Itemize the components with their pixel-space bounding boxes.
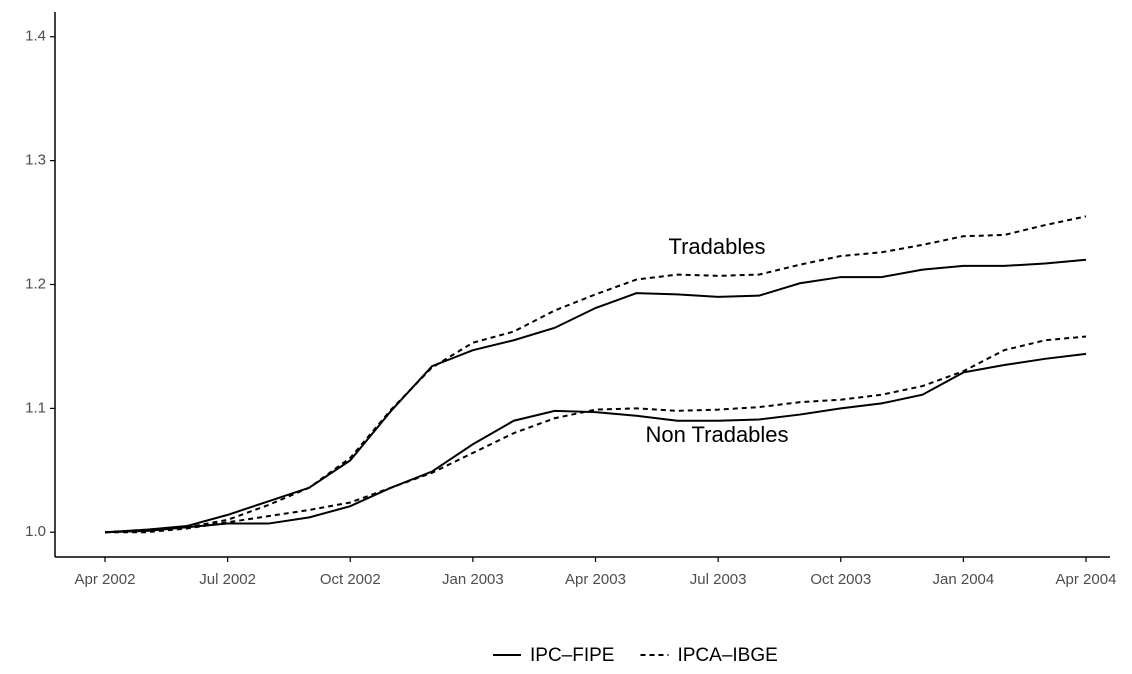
x-tick-label: Jan 2004 xyxy=(933,571,995,588)
x-tick-label: Jul 2002 xyxy=(199,571,256,588)
annotation: Tradables xyxy=(668,234,765,259)
series-line xyxy=(104,352,1087,534)
y-tick-label: 1.0 xyxy=(25,523,46,540)
y-tick-label: 1.4 xyxy=(25,28,46,45)
x-tick-label: Jan 2003 xyxy=(442,571,504,588)
x-tick-label: Jul 2003 xyxy=(690,571,747,588)
y-tick-label: 1.2 xyxy=(25,275,46,292)
y-tick-label: 1.1 xyxy=(25,399,46,416)
y-tick-label: 1.3 xyxy=(25,152,46,169)
x-tick-label: Apr 2004 xyxy=(1056,571,1117,588)
annotation: Non Tradables xyxy=(645,422,788,447)
x-tick-label: Oct 2002 xyxy=(320,571,381,588)
legend-label: IPCA–IBGE xyxy=(677,645,777,666)
series-line xyxy=(104,258,1087,534)
series-line xyxy=(105,335,1087,534)
x-tick-label: Apr 2003 xyxy=(565,571,626,588)
x-tick-label: Oct 2003 xyxy=(810,571,871,588)
series-line xyxy=(104,215,1087,534)
legend-label: IPC–FIPE xyxy=(530,645,614,666)
x-tick-label: Apr 2002 xyxy=(75,571,136,588)
